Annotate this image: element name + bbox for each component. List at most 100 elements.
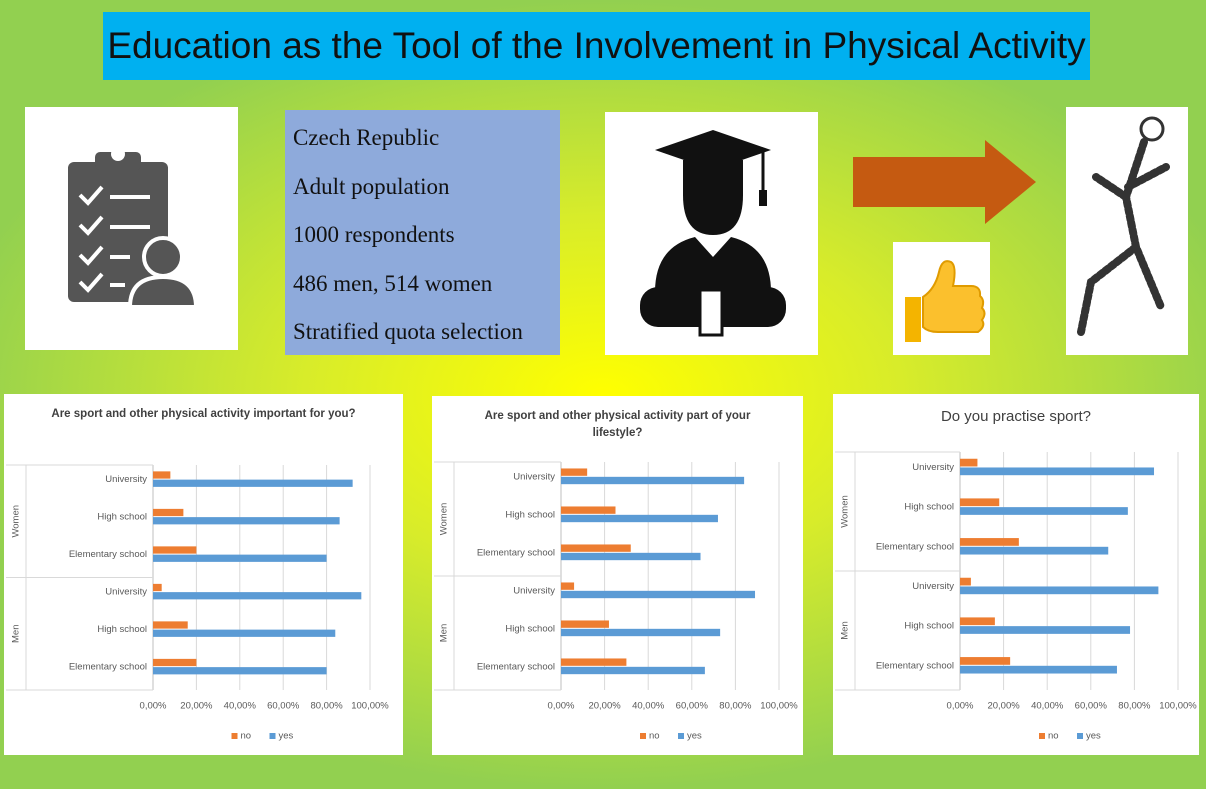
chart-panel: 0,00%20,00%40,00%60,00%80,00%100,00%Wome… [432, 396, 803, 755]
y-tick-label: University [513, 471, 555, 482]
group-label: Men [840, 621, 851, 639]
info-line: Stratified quota selection [293, 312, 560, 361]
info-line: Adult population [293, 167, 560, 216]
info-line: 1000 respondents [293, 215, 560, 264]
y-tick-label: University [912, 581, 954, 592]
bar [153, 546, 196, 553]
group-label: Women [11, 505, 22, 538]
chart-panel: 0,00% 20,00% 40,00% 60,00% 80,00% 100,00% Wome… [833, 394, 1199, 755]
x-tick-label: 40,00% [1031, 701, 1064, 712]
y-tick-label: Elementary school [477, 661, 555, 672]
chart: 0,00% 20,00% 40,00% 60,00% 80,00% 100,00% Wome… [833, 394, 1199, 755]
y-tick-label: Elementary school [477, 547, 555, 558]
arrow-shape [853, 140, 1036, 224]
poster: Education as the Tool of the Involvement… [0, 0, 1206, 789]
legend-label: yes [279, 731, 294, 742]
info-line: 486 men, 514 women [293, 264, 560, 313]
legend-label: no [1048, 731, 1059, 742]
thumb-cuff [905, 297, 921, 342]
bar [153, 517, 340, 524]
bar [960, 617, 995, 625]
chart-title: Do you practise sport? [870, 408, 1163, 425]
bar [153, 667, 327, 674]
bar [561, 620, 609, 627]
x-tick-label: 20,00% [180, 701, 213, 712]
x-tick-label: 60,00% [1075, 701, 1108, 712]
bar [561, 515, 718, 522]
bar [960, 666, 1117, 674]
legend-label: no [241, 731, 252, 742]
bar [960, 467, 1154, 475]
x-tick-label: 40,00% [632, 701, 665, 712]
x-tick-label: 100,00% [1159, 701, 1197, 712]
graduate-icon [605, 112, 818, 355]
bar [960, 538, 1019, 546]
bar [960, 498, 999, 506]
y-tick-label: Elementary school [876, 660, 954, 671]
runner-graphic [1066, 107, 1188, 355]
bar [561, 544, 631, 551]
legend-label: yes [687, 731, 702, 742]
y-tick-label: High school [97, 512, 147, 523]
legend-label: no [649, 731, 660, 742]
bar [561, 582, 574, 589]
chart: 0,00%20,00%40,00%60,00%80,00%100,00%Wome… [4, 394, 403, 755]
y-tick-label: High school [904, 621, 954, 632]
y-tick-label: Elementary school [876, 541, 954, 552]
x-tick-label: 100,00% [351, 701, 389, 712]
bar [561, 658, 626, 665]
group-label: Men [11, 625, 22, 643]
chart-title: Are sport and other physical activity pa… [469, 408, 766, 442]
x-tick-label: 80,00% [719, 701, 752, 712]
x-tick-label: 0,00% [548, 701, 575, 712]
bar [153, 592, 361, 599]
thumbs-graphic [893, 242, 990, 355]
clip-hole [111, 147, 125, 161]
bar [561, 477, 744, 484]
survey-icon-graphic [25, 107, 238, 350]
bar [960, 586, 1158, 594]
tassel-end [759, 190, 767, 206]
x-tick-label: 20,00% [987, 701, 1020, 712]
legend-swatch [270, 733, 276, 739]
arrow [853, 140, 1037, 224]
runner-icon [1066, 107, 1188, 355]
bar [153, 659, 196, 666]
legend-swatch [1077, 733, 1083, 739]
bar [960, 578, 971, 586]
person-head [144, 238, 182, 276]
info-box: Czech Republic Adult population 1000 res… [285, 110, 560, 355]
y-tick-label: University [513, 585, 555, 596]
bar [561, 506, 616, 513]
y-tick-label: Elementary school [69, 662, 147, 673]
legend-swatch [640, 733, 646, 739]
head [683, 160, 743, 235]
legend-swatch [678, 733, 684, 739]
x-tick-label: 100,00% [760, 701, 798, 712]
y-tick-label: High school [904, 502, 954, 513]
graduate-graphic [605, 112, 818, 355]
bar [153, 555, 327, 562]
bar [960, 547, 1108, 555]
bar [153, 630, 335, 637]
bar [153, 584, 162, 591]
x-tick-label: 20,00% [588, 701, 621, 712]
poster-title: Education as the Tool of the Involvement… [103, 12, 1090, 80]
bar [561, 553, 701, 560]
x-tick-label: 80,00% [1118, 701, 1151, 712]
y-tick-label: University [105, 587, 147, 598]
runner-head [1141, 118, 1163, 140]
y-tick-label: High school [97, 624, 147, 635]
person-body [130, 277, 196, 307]
thumb-hand [923, 261, 985, 332]
x-tick-label: 80,00% [310, 701, 343, 712]
x-tick-label: 0,00% [947, 701, 974, 712]
bar [960, 626, 1130, 634]
legend-label: yes [1086, 731, 1101, 742]
y-tick-label: University [912, 462, 954, 473]
bar [561, 468, 587, 475]
y-tick-label: Elementary school [69, 549, 147, 560]
group-label: Women [840, 495, 851, 528]
legend-swatch [1039, 733, 1045, 739]
thumbs-up-icon [893, 242, 990, 355]
